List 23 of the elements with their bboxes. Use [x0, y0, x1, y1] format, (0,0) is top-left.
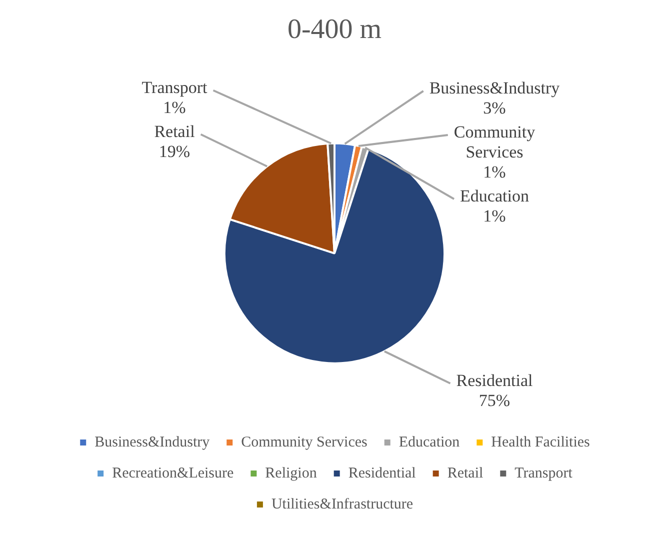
legend-label: Health Facilities — [491, 434, 590, 450]
legend-label: Retail — [447, 465, 484, 482]
legend-label: Recreation&Leisure — [112, 465, 234, 482]
data-label: 1% — [483, 206, 506, 226]
data-label: 1% — [483, 162, 506, 182]
slice-label: Residential — [456, 370, 534, 390]
slice-label: Community Services — [454, 122, 536, 162]
legend-label: Residential — [348, 465, 416, 482]
legend-label: Transport — [514, 465, 574, 482]
data-label: 1% — [163, 98, 186, 117]
data-label: 75% — [478, 390, 510, 410]
slice-label: Education — [460, 186, 530, 206]
legend-label: Utilities&Infrastructure — [271, 496, 414, 512]
slice-label: Business&Industry — [429, 78, 560, 98]
legend-label: Religion — [265, 465, 318, 482]
slice-label: Transport — [142, 78, 208, 97]
legend-label: Business&Industry — [94, 434, 210, 450]
slice-label: Retail — [154, 122, 196, 141]
legend-label: Education — [398, 434, 460, 450]
chart-title: 0-400 m — [287, 14, 382, 46]
data-label: 19% — [158, 142, 190, 161]
data-label: 3% — [483, 98, 506, 118]
legend-label: Community Services — [241, 434, 368, 450]
